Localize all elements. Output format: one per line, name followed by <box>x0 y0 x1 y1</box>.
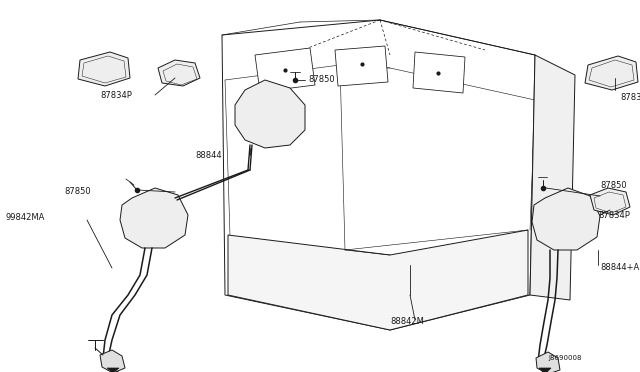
Polygon shape <box>335 46 388 86</box>
Text: 88844: 88844 <box>195 151 221 160</box>
Polygon shape <box>413 52 465 93</box>
Text: J8690008: J8690008 <box>548 355 582 361</box>
Text: 87850: 87850 <box>308 76 335 84</box>
Text: 87834P: 87834P <box>100 92 132 100</box>
Ellipse shape <box>379 256 401 274</box>
Polygon shape <box>530 55 575 300</box>
Polygon shape <box>120 188 188 248</box>
Text: 88842M: 88842M <box>390 317 424 327</box>
Polygon shape <box>532 188 600 250</box>
Polygon shape <box>100 350 125 372</box>
Polygon shape <box>255 48 315 92</box>
Polygon shape <box>222 20 535 330</box>
Polygon shape <box>590 188 630 215</box>
Polygon shape <box>78 52 130 86</box>
Text: 87850: 87850 <box>64 187 91 196</box>
Text: 87834P: 87834P <box>598 211 630 219</box>
Polygon shape <box>158 60 200 86</box>
Polygon shape <box>107 368 119 372</box>
Text: 99842MA: 99842MA <box>5 214 44 222</box>
Polygon shape <box>585 56 638 90</box>
Polygon shape <box>235 80 305 148</box>
Polygon shape <box>539 368 551 372</box>
Polygon shape <box>536 352 560 372</box>
Polygon shape <box>228 230 528 330</box>
Text: 87834P: 87834P <box>620 93 640 103</box>
Text: 87850: 87850 <box>600 180 627 189</box>
Ellipse shape <box>372 251 408 279</box>
Text: 88844+A: 88844+A <box>600 263 639 273</box>
